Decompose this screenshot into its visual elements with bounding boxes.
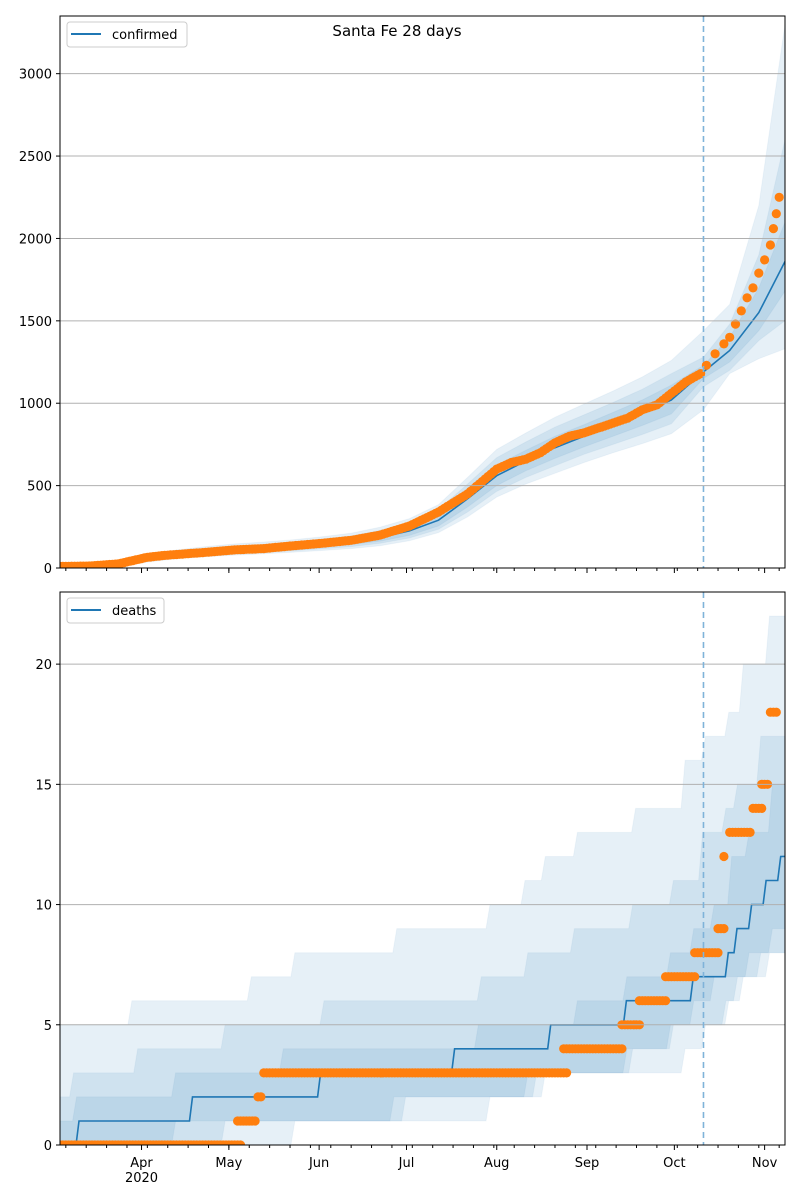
observed-point <box>256 1092 266 1102</box>
observed-point <box>736 306 746 316</box>
x-tick-label: Sep <box>575 1156 600 1171</box>
y-tick-label: 500 <box>27 480 52 495</box>
observed-point <box>725 332 735 342</box>
observed-point <box>754 268 764 278</box>
confirmed-axes: 0 500 1000 1500 2000 2500 3000 confirmed <box>19 15 786 577</box>
legend-label: deaths <box>112 604 157 619</box>
plot-area <box>60 615 785 1145</box>
y-tick-label: 10 <box>35 899 52 914</box>
y-tick-label: 20 <box>35 658 52 673</box>
observed-point <box>757 803 767 814</box>
deaths-axes: 0 5 10 15 20 Apr May Jun Jul Aug Sep Oct Nov 2020 deat… <box>35 591 786 1186</box>
axes-frame <box>59 591 786 1146</box>
y-tick-label: 3000 <box>19 68 52 83</box>
x-tick-label: Nov <box>752 1156 778 1171</box>
observed-point <box>748 283 758 293</box>
confidence-band-outer <box>60 24 785 568</box>
x-tick-label: Apr <box>130 1156 153 1171</box>
x-tick-label: Jun <box>308 1156 329 1171</box>
x-tick-label: Jul <box>398 1156 415 1171</box>
plot-area <box>60 24 785 568</box>
confidence-band-outer <box>60 615 785 1145</box>
y-tick-label: 1000 <box>19 397 52 412</box>
y-tick-label: 5 <box>44 1019 52 1034</box>
legend-box <box>66 597 165 624</box>
observed-point <box>774 192 784 202</box>
axes-frame <box>59 15 786 569</box>
confidence-band-mid <box>60 735 785 1145</box>
observed-point <box>771 707 781 717</box>
observed-point <box>730 319 741 329</box>
observed-point <box>742 293 752 303</box>
observed-point <box>719 851 729 862</box>
figure-title: Santa Fe 28 days <box>332 22 461 40</box>
y-tick-label: 2000 <box>19 232 52 247</box>
y-tick-label: 2500 <box>19 150 52 165</box>
x-tick-label: Oct <box>663 1156 685 1171</box>
observed-point <box>710 349 720 359</box>
observed-point <box>235 1140 246 1145</box>
observed-point <box>661 996 671 1006</box>
legend-box <box>66 21 188 48</box>
observed-point <box>765 240 776 250</box>
y-tick-label: 0 <box>44 1139 52 1154</box>
y-tick-label: 1500 <box>19 315 52 330</box>
legend-label: confirmed <box>112 28 178 43</box>
observed-point <box>760 255 770 265</box>
observed-point <box>713 948 723 958</box>
x-tick-label: Aug <box>484 1156 509 1171</box>
x-tick-label: May <box>215 1156 242 1171</box>
y-tick-label: 15 <box>35 778 52 793</box>
y-tick-label: 0 <box>44 562 52 577</box>
observed-point <box>745 827 755 838</box>
observed-point <box>690 972 700 982</box>
observed-point <box>768 224 779 234</box>
observed-point <box>250 1116 260 1126</box>
confidence-band-mid <box>60 139 785 568</box>
observed-point <box>617 1044 627 1054</box>
observed-point <box>771 209 781 219</box>
observed-point <box>562 1068 572 1078</box>
observed-point <box>719 339 729 349</box>
x-year-label: 2020 <box>125 1171 158 1186</box>
observed-point <box>719 924 729 934</box>
